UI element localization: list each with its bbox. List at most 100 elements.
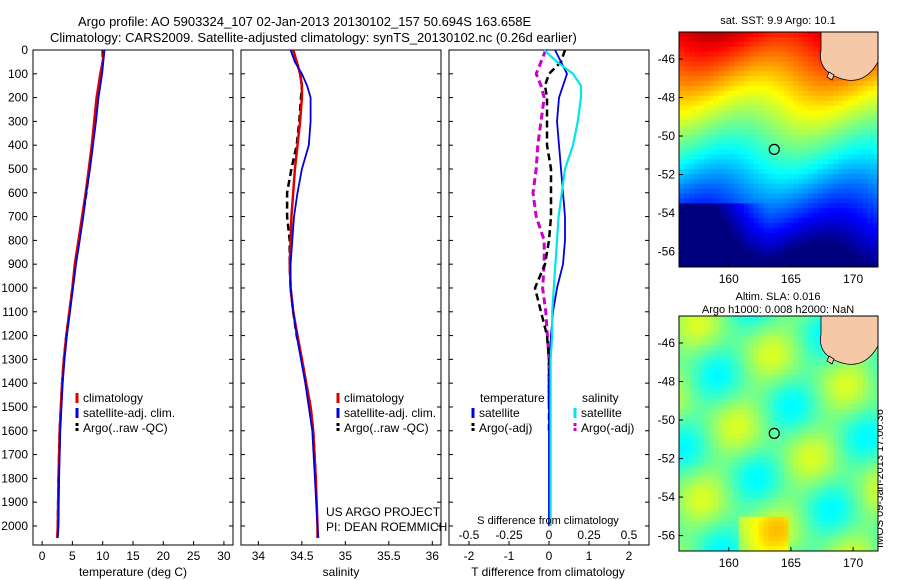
sla-cell bbox=[788, 399, 794, 405]
sla-cell bbox=[738, 316, 745, 322]
sla-cell bbox=[713, 350, 720, 356]
sla-cell bbox=[693, 453, 700, 459]
sst-cell bbox=[843, 95, 849, 101]
sla-cell bbox=[788, 404, 794, 410]
sla-cell bbox=[703, 409, 710, 415]
sst-cell bbox=[868, 188, 874, 194]
sst-cell bbox=[813, 222, 819, 229]
temperature-tick-label: 20 bbox=[157, 549, 171, 563]
sla-cell bbox=[813, 355, 819, 361]
sst-cell bbox=[853, 227, 859, 234]
sla-cell bbox=[828, 413, 834, 420]
sst-cell bbox=[738, 173, 745, 180]
sla-cell bbox=[828, 497, 834, 503]
sla-cell bbox=[683, 384, 690, 390]
sst-cell bbox=[773, 237, 779, 243]
sla-cell bbox=[728, 443, 735, 449]
sla-cell bbox=[743, 335, 750, 341]
sst-cell bbox=[738, 134, 745, 141]
sla-cell bbox=[728, 350, 735, 356]
sst-cell bbox=[853, 252, 859, 258]
sla-cell bbox=[679, 536, 685, 542]
sst-cell bbox=[703, 208, 710, 214]
sla-cell bbox=[698, 472, 705, 478]
sla-lat-label: -56 bbox=[658, 529, 676, 543]
sst-cell bbox=[843, 183, 849, 190]
sst-cell bbox=[773, 247, 779, 253]
sla-cell bbox=[763, 438, 769, 444]
sla-cell bbox=[843, 413, 849, 420]
sla-cell bbox=[679, 394, 685, 400]
sla-cell bbox=[723, 526, 730, 532]
sst-cell bbox=[788, 257, 794, 263]
sla-cell bbox=[863, 541, 869, 547]
sla-cell bbox=[793, 438, 799, 444]
sst-cell bbox=[848, 105, 854, 111]
sst-cell bbox=[718, 32, 725, 38]
sla-cell bbox=[688, 511, 695, 518]
sla-cell bbox=[738, 418, 745, 425]
sst-cell bbox=[798, 159, 804, 165]
sst-cell bbox=[863, 227, 869, 234]
sst-cell bbox=[703, 218, 710, 224]
sst-cell bbox=[683, 188, 690, 194]
sst-cell bbox=[708, 76, 715, 82]
sst-cell bbox=[733, 198, 740, 204]
sla-cell bbox=[863, 521, 869, 527]
sst-cell bbox=[813, 198, 819, 204]
sla-cell bbox=[698, 453, 705, 459]
sst-cell bbox=[783, 95, 789, 101]
sla-cell bbox=[713, 492, 720, 498]
sla-cell bbox=[693, 546, 700, 551]
sst-cell bbox=[723, 90, 730, 97]
sla-cell bbox=[733, 345, 740, 351]
sla-cell bbox=[798, 536, 804, 542]
sla-cell bbox=[679, 364, 685, 371]
sst-cell bbox=[863, 85, 869, 92]
sst-cell bbox=[679, 90, 685, 97]
sla-cell bbox=[773, 443, 779, 449]
sst-cell bbox=[778, 115, 784, 121]
sst-cell bbox=[833, 159, 839, 165]
sla-cell bbox=[868, 511, 874, 518]
sla-cell bbox=[738, 369, 745, 376]
sst-cell bbox=[798, 56, 804, 62]
sla-cell bbox=[693, 413, 700, 420]
sla-cell bbox=[853, 364, 859, 371]
temperature-tick-label: 0 bbox=[39, 549, 46, 563]
sla-cell bbox=[713, 453, 720, 459]
sla-cell bbox=[698, 404, 705, 410]
sla-cell bbox=[733, 350, 740, 356]
sla-cell bbox=[708, 409, 715, 415]
sla-cell bbox=[778, 521, 784, 527]
sla-cell bbox=[718, 516, 725, 523]
sst-cell bbox=[808, 139, 814, 146]
sla-cell bbox=[698, 448, 705, 454]
sla-cell bbox=[798, 487, 804, 493]
sla-cell bbox=[788, 409, 794, 415]
sst-cell bbox=[728, 41, 735, 48]
s-difference-tick-label: 0.5 bbox=[621, 528, 638, 542]
sst-cell bbox=[748, 139, 755, 146]
sst-cell bbox=[813, 46, 819, 52]
sla-cell bbox=[748, 526, 755, 532]
sla-cell bbox=[803, 438, 809, 444]
sst-cell bbox=[708, 257, 715, 263]
sst-cell bbox=[818, 159, 824, 165]
sla-cell bbox=[723, 389, 730, 395]
sst-cell bbox=[858, 125, 864, 131]
sla-cell bbox=[768, 418, 774, 425]
sst-cell bbox=[838, 110, 844, 116]
sst-cell bbox=[683, 41, 690, 48]
sst-cell bbox=[708, 61, 715, 67]
sst-cell bbox=[768, 154, 774, 160]
sla-cell bbox=[738, 433, 745, 439]
sst-cell bbox=[833, 80, 839, 87]
sst-cell bbox=[708, 51, 715, 57]
sla-cell bbox=[679, 355, 685, 361]
sst-cell bbox=[698, 139, 705, 146]
sst-cell bbox=[873, 115, 878, 121]
sla-cell bbox=[698, 389, 705, 395]
sla-cell bbox=[873, 364, 878, 371]
sst-lon-label: 165 bbox=[781, 272, 801, 286]
